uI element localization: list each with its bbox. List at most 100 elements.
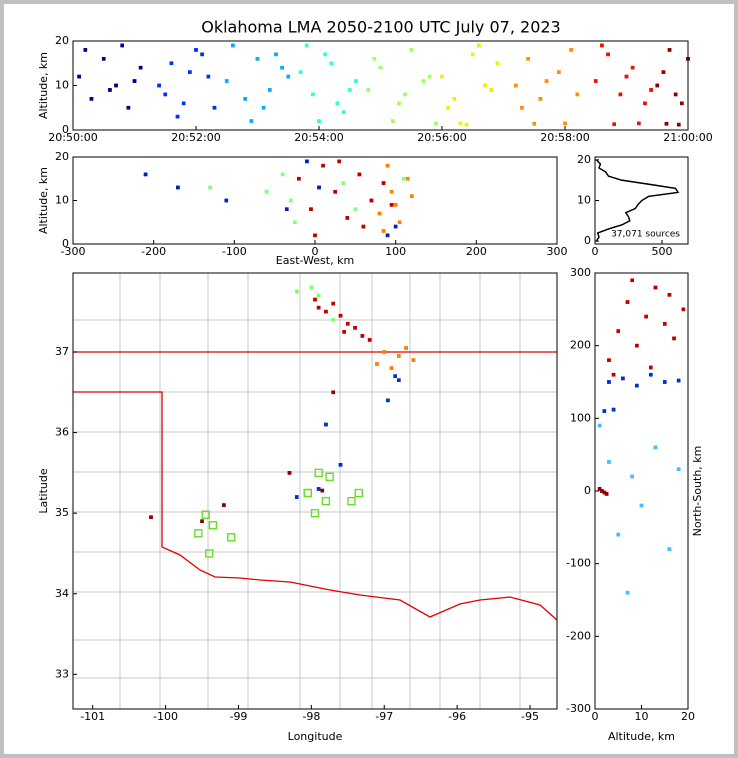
source-point (280, 65, 284, 70)
x-axis-label: Altitude, km (608, 730, 675, 743)
source-point (77, 74, 81, 79)
source-point (514, 83, 518, 88)
y-tick-label: -100 (566, 557, 591, 570)
x-tick-label: 0 (592, 710, 599, 723)
x-tick-label: 20:54:00 (294, 131, 343, 144)
source-point (563, 121, 567, 126)
source-point (616, 329, 621, 333)
source-point (672, 336, 676, 341)
source-point (181, 101, 186, 106)
source-point (612, 122, 616, 127)
source-point (662, 322, 667, 326)
source-point (294, 289, 299, 294)
source-point (409, 48, 414, 52)
x-tick-label: 20:58:00 (540, 131, 589, 144)
source-point (89, 97, 94, 101)
y-tick-label: 10 (55, 194, 69, 207)
station (201, 510, 210, 519)
source-point (397, 378, 401, 382)
y-tick-label: 200 (570, 339, 591, 352)
source-point (602, 490, 607, 495)
source-point (434, 121, 438, 126)
source-point (621, 376, 625, 381)
x-tick-label: -95 (521, 710, 539, 723)
source-point (369, 198, 374, 203)
source-point (630, 278, 634, 283)
source-point (393, 203, 398, 207)
source-point (284, 207, 289, 211)
source-point (538, 97, 543, 101)
x-tick-label: -101 (80, 710, 105, 723)
source-point (313, 297, 317, 302)
source-point (289, 198, 293, 203)
source-point (357, 172, 362, 177)
x-tick-label: 20:52:00 (171, 131, 220, 144)
source-point (575, 92, 580, 97)
source-point (602, 409, 607, 413)
source-point (667, 293, 672, 297)
y-tick-label: 34 (55, 587, 69, 600)
source-point (268, 88, 272, 92)
source-point (386, 398, 390, 403)
source-point (649, 88, 653, 92)
source-point (600, 43, 604, 48)
source-point (138, 65, 143, 70)
source-point (126, 105, 131, 110)
source-point (644, 314, 648, 319)
source-point (305, 159, 309, 164)
source-point (313, 233, 317, 238)
source-point (323, 52, 327, 57)
source-point (194, 48, 198, 52)
y-tick-label: 37 (55, 345, 69, 358)
source-point (114, 83, 118, 88)
source-point (667, 48, 672, 52)
source-point (286, 74, 291, 79)
source-point (317, 185, 321, 190)
x-tick-label: 20:50:00 (48, 131, 97, 144)
x-tick-label: 100 (385, 245, 406, 258)
source-point (397, 220, 402, 225)
source-point (625, 590, 630, 595)
source-point (483, 83, 487, 88)
y-tick-label: 35 (55, 506, 69, 519)
source-point (401, 176, 406, 181)
source-point (676, 378, 681, 383)
source-point (149, 515, 153, 519)
source-point (361, 224, 366, 229)
x-tick-label: 500 (652, 245, 673, 258)
source-point (458, 121, 463, 126)
source-point (655, 83, 660, 88)
source-point (169, 61, 174, 66)
source-point (83, 48, 88, 52)
x-tick-label: -98 (302, 710, 320, 723)
source-point (470, 52, 475, 57)
source-point (611, 407, 616, 412)
source-point (231, 43, 235, 48)
source-point (421, 79, 426, 83)
axes-frame (72, 272, 558, 710)
source-point (593, 79, 598, 83)
source-point (206, 74, 211, 79)
source-point (389, 190, 394, 194)
source-point (637, 121, 641, 126)
source-point (653, 445, 658, 450)
x-tick-label: 200 (466, 245, 487, 258)
source-point (616, 532, 621, 537)
source-point (427, 74, 432, 79)
source-point (316, 293, 321, 298)
source-point (324, 309, 328, 314)
source-point (287, 471, 292, 475)
source-point (360, 334, 365, 338)
station (354, 488, 363, 498)
y-tick-label: 10 (55, 79, 69, 92)
source-point (335, 101, 340, 106)
source-point (309, 285, 314, 290)
source-point (188, 70, 192, 74)
source-point (391, 119, 395, 123)
source-point (293, 220, 297, 225)
source-point (607, 460, 611, 464)
source-point (557, 70, 561, 74)
source-point (304, 43, 309, 48)
x-tick-label: 10 (635, 710, 649, 723)
source-point (200, 519, 204, 524)
